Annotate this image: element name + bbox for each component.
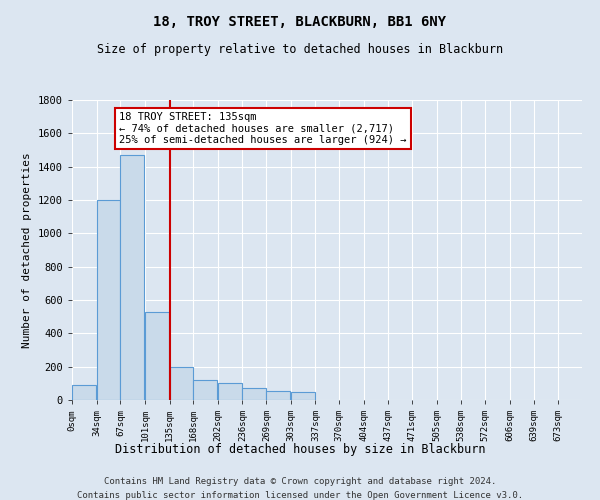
Bar: [170, 366, 193, 400]
Bar: [97, 200, 121, 400]
Bar: [193, 380, 217, 400]
Text: Contains public sector information licensed under the Open Government Licence v3: Contains public sector information licen…: [77, 491, 523, 500]
Bar: [266, 391, 290, 400]
Bar: [291, 392, 315, 400]
Bar: [72, 385, 96, 400]
Text: Distribution of detached houses by size in Blackburn: Distribution of detached houses by size …: [115, 442, 485, 456]
Y-axis label: Number of detached properties: Number of detached properties: [22, 152, 32, 348]
Bar: [218, 384, 242, 400]
Bar: [242, 388, 266, 400]
Text: 18, TROY STREET, BLACKBURN, BB1 6NY: 18, TROY STREET, BLACKBURN, BB1 6NY: [154, 15, 446, 29]
Text: Contains HM Land Registry data © Crown copyright and database right 2024.: Contains HM Land Registry data © Crown c…: [104, 478, 496, 486]
Bar: [121, 155, 144, 400]
Bar: [145, 312, 169, 400]
Text: Size of property relative to detached houses in Blackburn: Size of property relative to detached ho…: [97, 42, 503, 56]
Text: 18 TROY STREET: 135sqm
← 74% of detached houses are smaller (2,717)
25% of semi-: 18 TROY STREET: 135sqm ← 74% of detached…: [119, 112, 406, 145]
